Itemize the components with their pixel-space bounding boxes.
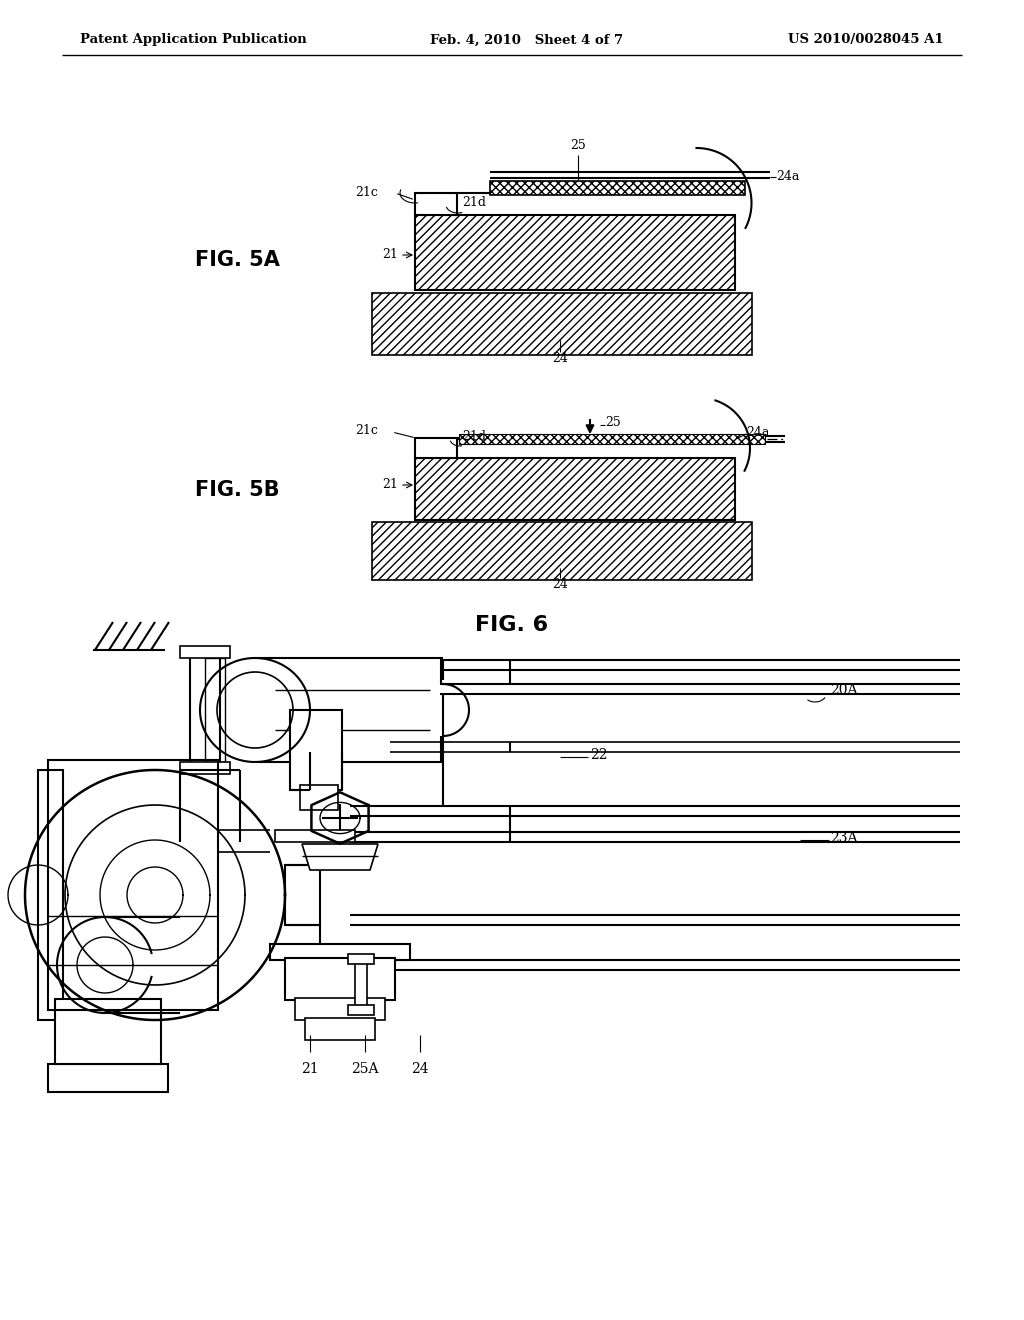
Text: FIG. 5B: FIG. 5B (195, 480, 280, 500)
Text: 24a: 24a (776, 170, 800, 183)
Text: FIG. 6: FIG. 6 (475, 615, 549, 635)
Bar (285, 865, 319, 925)
Polygon shape (302, 843, 378, 870)
Text: Feb. 4, 2010   Sheet 4 of 7: Feb. 4, 2010 Sheet 4 of 7 (430, 33, 624, 46)
Bar (205, 657, 225, 762)
Text: 20A: 20A (830, 682, 857, 697)
Bar (415, 193, 457, 215)
Text: 21c: 21c (355, 424, 378, 437)
Bar (180, 762, 230, 774)
Text: 23A: 23A (830, 832, 857, 845)
Polygon shape (415, 215, 735, 290)
Bar (48, 1064, 168, 1092)
Bar (415, 438, 457, 458)
Polygon shape (490, 181, 745, 195)
Text: 21d: 21d (462, 430, 486, 444)
Polygon shape (372, 293, 752, 355)
Bar (348, 1005, 374, 1015)
Text: US 2010/0028045 A1: US 2010/0028045 A1 (788, 33, 944, 46)
Text: 21: 21 (382, 248, 398, 261)
Text: 24: 24 (412, 1063, 429, 1076)
Text: 24: 24 (552, 352, 568, 366)
Bar (285, 958, 395, 1001)
Polygon shape (459, 434, 765, 444)
Bar (190, 648, 220, 772)
Bar (355, 960, 367, 1010)
Bar (348, 954, 374, 964)
Bar (48, 760, 218, 1010)
Bar (275, 830, 355, 842)
Text: 21: 21 (382, 479, 398, 491)
Bar (38, 770, 63, 1020)
Text: 21c: 21c (355, 186, 378, 199)
Polygon shape (372, 521, 752, 579)
Bar (295, 998, 385, 1020)
Bar (55, 999, 161, 1064)
Bar (180, 645, 230, 657)
Text: 24: 24 (552, 578, 568, 591)
Text: 22: 22 (590, 748, 607, 762)
Text: 24a: 24a (746, 425, 769, 438)
Text: 25: 25 (605, 417, 621, 429)
Text: FIG. 5A: FIG. 5A (195, 249, 280, 271)
Text: Patent Application Publication: Patent Application Publication (80, 33, 307, 46)
Bar (290, 710, 342, 789)
Bar (300, 785, 338, 810)
Text: 21d: 21d (462, 197, 486, 210)
Text: 21: 21 (301, 1063, 318, 1076)
Polygon shape (415, 458, 735, 520)
Text: 25: 25 (570, 139, 586, 152)
Bar (270, 944, 410, 960)
Text: 25A: 25A (351, 1063, 379, 1076)
Bar (305, 1018, 375, 1040)
